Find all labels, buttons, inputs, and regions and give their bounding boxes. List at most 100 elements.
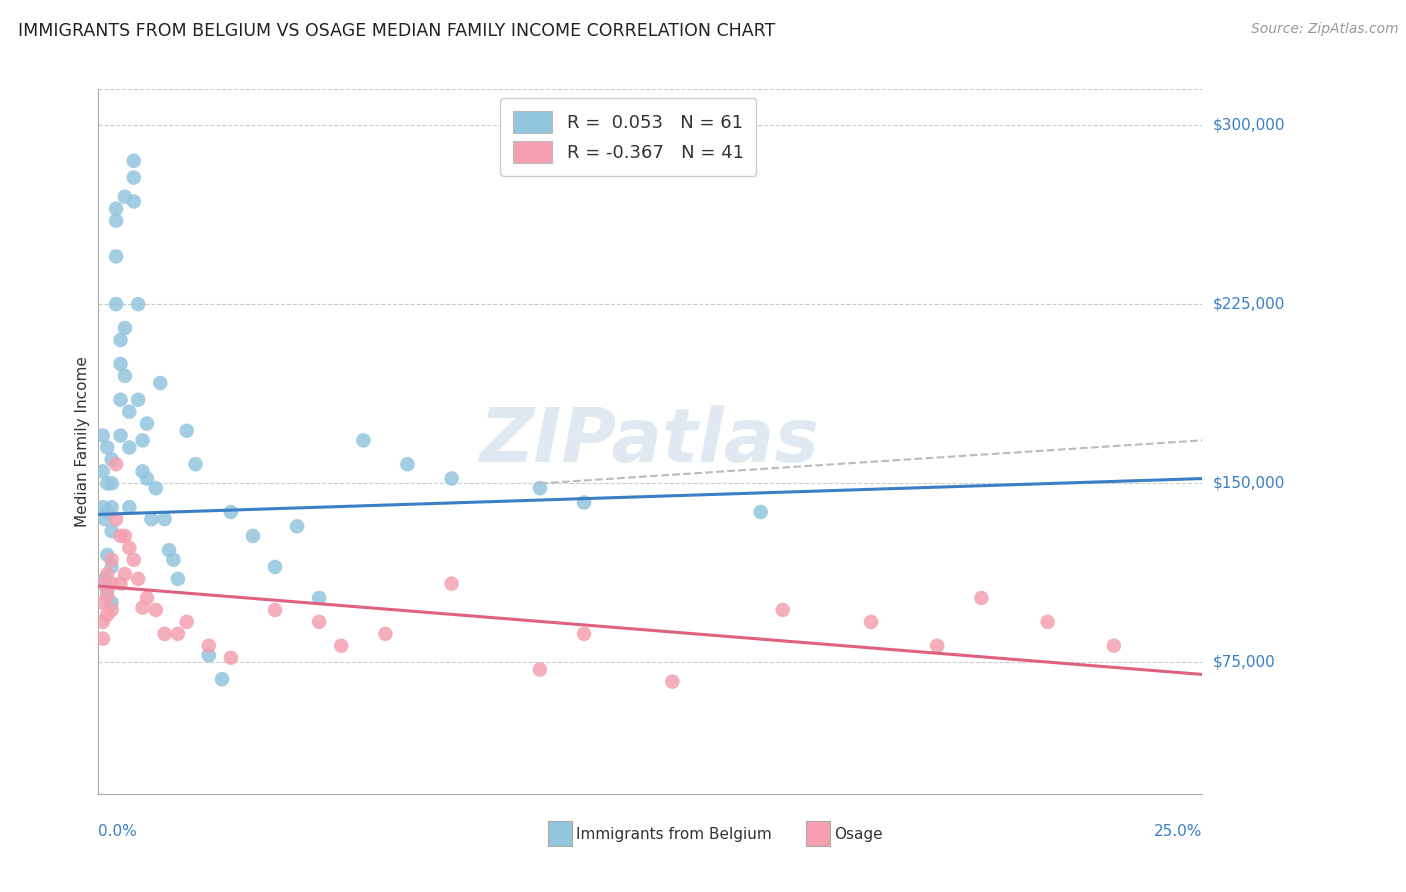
Point (122, 153, 145, 168)
Text: $75,000: $75,000 (1213, 655, 1277, 670)
Point (100, 553, 122, 567)
Text: IMMIGRANTS FROM BELGIUM VS OSAGE MEDIAN FAMILY INCOME CORRELATION CHART: IMMIGRANTS FROM BELGIUM VS OSAGE MEDIAN … (18, 22, 776, 40)
Text: Osage: Osage (834, 827, 883, 841)
Point (118, 500, 141, 515)
Point (330, 639, 353, 653)
Point (153, 512, 176, 526)
Point (127, 572, 149, 586)
Point (127, 297, 149, 311)
Point (114, 529, 136, 543)
Point (145, 481, 167, 495)
Point (110, 333, 132, 347)
Point (374, 627, 396, 641)
Point (572, 495, 595, 509)
Point (749, 505, 772, 519)
Point (440, 576, 463, 591)
Point (264, 560, 287, 574)
Y-axis label: Median Family Income: Median Family Income (75, 356, 90, 527)
Point (100, 524, 122, 538)
Text: $225,000: $225,000 (1213, 297, 1285, 311)
Point (105, 457, 128, 471)
Point (122, 553, 145, 567)
Point (157, 543, 180, 558)
Legend: R =  0.053   N = 61, R = -0.367   N = 41: R = 0.053 N = 61, R = -0.367 N = 41 (501, 98, 756, 176)
Point (100, 560, 122, 574)
Point (100, 452, 122, 467)
Text: Immigrants from Belgium: Immigrants from Belgium (576, 827, 772, 841)
Point (219, 650, 242, 665)
Point (572, 627, 595, 641)
Point (136, 591, 159, 605)
Point (145, 603, 167, 617)
Point (308, 591, 330, 605)
Point (176, 615, 198, 629)
Point (105, 297, 128, 311)
Point (1102, 639, 1125, 653)
Point (91, 632, 114, 646)
Point (772, 603, 794, 617)
Point (114, 368, 136, 383)
Point (96, 476, 118, 491)
Text: ZIPatlas: ZIPatlas (481, 405, 820, 478)
Point (167, 572, 190, 586)
Point (131, 600, 153, 615)
Point (96, 607, 118, 622)
Point (96, 583, 118, 598)
Point (285, 519, 308, 533)
Point (529, 481, 551, 495)
Point (114, 321, 136, 335)
Point (94, 512, 117, 526)
Point (131, 434, 153, 448)
Point (197, 639, 219, 653)
Point (127, 392, 149, 407)
Point (94, 572, 117, 586)
Point (122, 170, 145, 185)
Point (352, 434, 374, 448)
Point (162, 553, 184, 567)
Point (96, 548, 118, 562)
Point (440, 472, 463, 486)
Text: $150,000: $150,000 (1213, 475, 1285, 491)
Point (114, 567, 136, 582)
Point (110, 357, 132, 371)
Point (105, 202, 128, 216)
Point (529, 663, 551, 677)
Point (131, 464, 153, 478)
Text: 25.0%: 25.0% (1154, 824, 1202, 839)
Point (91, 576, 114, 591)
Point (100, 603, 122, 617)
Text: Source: ZipAtlas.com: Source: ZipAtlas.com (1251, 22, 1399, 37)
Point (100, 500, 122, 515)
Point (167, 627, 190, 641)
Point (661, 674, 683, 689)
Point (1036, 615, 1059, 629)
Point (153, 627, 176, 641)
Point (219, 505, 242, 519)
Point (96, 567, 118, 582)
Point (96, 589, 118, 603)
Point (91, 464, 114, 478)
Point (114, 190, 136, 204)
Point (118, 541, 141, 555)
Point (96, 441, 118, 455)
Point (136, 417, 159, 431)
Point (118, 405, 141, 419)
Point (110, 576, 132, 591)
Point (211, 672, 233, 686)
Point (396, 457, 419, 471)
Point (91, 615, 114, 629)
Point (264, 603, 287, 617)
Text: $300,000: $300,000 (1213, 118, 1285, 133)
Point (176, 424, 198, 438)
Point (96, 505, 118, 519)
Point (184, 457, 207, 471)
Point (859, 615, 883, 629)
Point (110, 392, 132, 407)
Point (308, 615, 330, 629)
Point (91, 428, 114, 442)
Point (100, 476, 122, 491)
Point (105, 249, 128, 263)
Point (110, 428, 132, 442)
Point (122, 194, 145, 209)
Point (100, 596, 122, 610)
